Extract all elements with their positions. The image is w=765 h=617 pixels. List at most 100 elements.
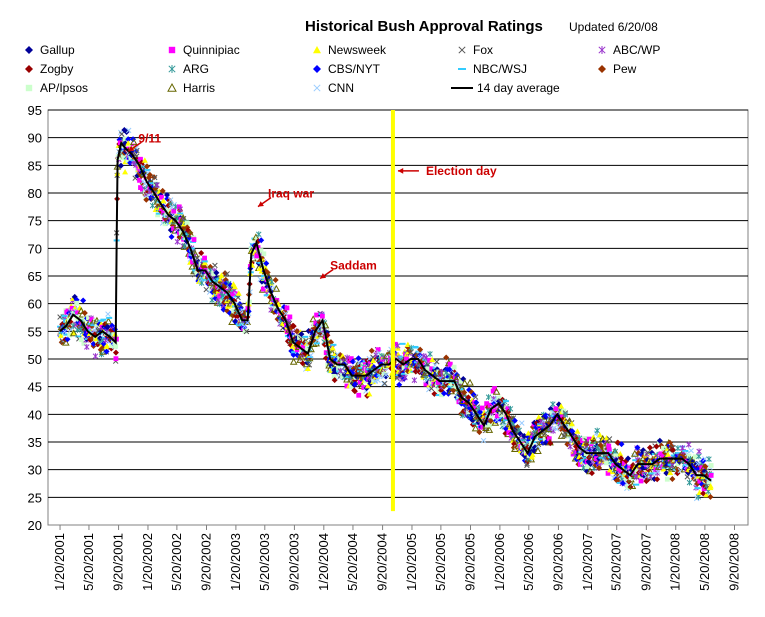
poll-point [290, 351, 297, 358]
y-tick-label: 35 [28, 435, 42, 450]
legend-marker [313, 84, 321, 92]
poll-point [92, 353, 99, 360]
poll-point [356, 392, 362, 398]
poll-point [203, 286, 210, 293]
legend-marker [458, 46, 466, 54]
poll-point [224, 271, 230, 277]
poll-point [80, 297, 87, 304]
poll-point [298, 331, 305, 338]
legend-label: Quinnipiac [183, 43, 240, 57]
poll-point [154, 181, 160, 188]
y-tick-label: 50 [28, 352, 42, 367]
legend-label: Pew [613, 62, 637, 76]
poll-point [89, 317, 95, 323]
poll-point [271, 285, 277, 291]
poll-point [272, 277, 279, 284]
legend-item-newsweek: Newsweek [313, 43, 387, 57]
poll-point [125, 127, 132, 134]
poll-point [146, 171, 153, 178]
poll-point [451, 364, 457, 370]
y-tick-label: 20 [28, 518, 42, 533]
poll-point [300, 343, 306, 349]
poll-point [61, 338, 70, 346]
poll-point [604, 460, 610, 466]
annotation-label: Election day [426, 164, 497, 178]
poll-point [260, 286, 266, 292]
poll-point [252, 236, 258, 242]
poll-point [84, 343, 90, 350]
legend-item-nbc-wsj: NBC/WSJ [458, 62, 527, 76]
plot-area: 20 25 30 35 40 45 50 55 60 65 70 75 80 85 90 95 1/20/20… [28, 103, 749, 591]
x-tick-label: 1/20/2005 [404, 533, 419, 591]
legend-label: AP/Ipsos [40, 81, 88, 95]
legend-marker [167, 82, 177, 92]
poll-point [86, 315, 91, 321]
poll-point [151, 174, 158, 181]
chart-title: Historical Bush Approval Ratings [305, 18, 543, 35]
poll-point [160, 197, 167, 204]
poll-point [134, 147, 140, 154]
poll-point [138, 156, 143, 162]
poll-point [159, 187, 166, 194]
legend-label: Harris [183, 81, 215, 95]
legend-marker [313, 46, 321, 54]
poll-point [308, 352, 314, 359]
poll-point [306, 362, 313, 368]
legend-item-cnn: CNN [313, 81, 354, 95]
poll-point [314, 312, 319, 318]
poll-point [180, 215, 187, 222]
poll-point [78, 337, 84, 343]
x-tick-label: 1/20/2007 [580, 533, 595, 591]
legend-marker [25, 84, 33, 92]
x-tick-label: 9/20/2001 [111, 533, 126, 591]
poll-point [163, 191, 170, 198]
poll-point [211, 271, 217, 277]
y-tick-label: 80 [28, 186, 42, 201]
poll-point [105, 311, 111, 317]
poll-point [323, 350, 329, 356]
poll-point [328, 339, 335, 346]
poll-point [125, 158, 131, 164]
y-axis-ticks: 20 25 30 35 40 45 50 55 60 65 70 75 80 85 90 95 [28, 103, 42, 533]
poll-point [137, 177, 142, 183]
poll-point [337, 355, 343, 361]
poll-point [112, 349, 119, 356]
poll-point [319, 313, 325, 319]
legend-item-ap-ipsos: AP/Ipsos [25, 81, 88, 95]
poll-point [81, 310, 88, 317]
poll-point [258, 248, 264, 253]
poll-point [127, 159, 134, 166]
poll-point [140, 186, 145, 192]
legend-item-cbs-nyt: CBS/NYT [313, 62, 381, 76]
poll-point [117, 140, 123, 146]
poll-point [309, 315, 318, 323]
poll-point [176, 204, 182, 210]
y-tick-label: 70 [28, 241, 42, 256]
poll-point [120, 152, 126, 158]
poll-point [708, 472, 714, 478]
poll-point [256, 231, 262, 238]
poll-point [289, 343, 296, 349]
y-tick-label: 90 [28, 131, 42, 146]
poll-point [289, 357, 298, 365]
poll-point [64, 336, 71, 343]
poll-point [231, 283, 238, 290]
poll-point [201, 259, 208, 266]
y-tick-label: 25 [28, 490, 42, 505]
x-tick-label: 9/20/2002 [198, 533, 213, 591]
y-tick-label: 75 [28, 214, 42, 229]
x-tick-label: 5/20/2008 [697, 533, 712, 591]
poll-point [125, 140, 132, 146]
poll-point [103, 348, 110, 355]
annotation-label: Iraq war [268, 187, 314, 201]
poll-point [212, 262, 218, 269]
poll-point [336, 365, 341, 371]
poll-point [143, 174, 149, 180]
legend-label: Gallup [40, 43, 75, 57]
chart-subtitle: Updated 6/20/08 [569, 20, 658, 34]
poll-point [161, 210, 167, 216]
poll-point [265, 272, 273, 280]
poll-point [282, 310, 289, 317]
poll-point [479, 405, 485, 411]
poll-point [664, 476, 670, 482]
